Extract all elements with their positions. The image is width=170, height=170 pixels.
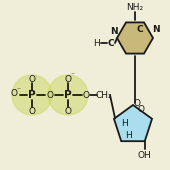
Text: O: O xyxy=(11,89,18,98)
Text: O: O xyxy=(29,106,36,115)
Text: O: O xyxy=(47,90,54,99)
Text: OH: OH xyxy=(138,151,152,160)
Text: CH₂: CH₂ xyxy=(96,90,112,99)
Text: O: O xyxy=(64,74,72,83)
Polygon shape xyxy=(117,22,153,54)
Text: O: O xyxy=(29,74,36,83)
Circle shape xyxy=(12,75,52,115)
Polygon shape xyxy=(114,105,152,141)
Text: ⁻: ⁻ xyxy=(70,71,74,80)
Text: O: O xyxy=(82,90,89,99)
Circle shape xyxy=(48,75,88,115)
Text: H: H xyxy=(122,118,128,128)
Text: C: C xyxy=(108,38,114,47)
Text: O: O xyxy=(133,98,140,107)
Text: P: P xyxy=(28,90,36,100)
Text: C: C xyxy=(137,26,143,35)
Text: N: N xyxy=(152,24,159,33)
Text: H: H xyxy=(125,132,131,140)
Text: P: P xyxy=(64,90,72,100)
Text: N: N xyxy=(111,27,118,36)
Text: O: O xyxy=(138,105,144,114)
Text: H: H xyxy=(94,38,100,47)
Text: O: O xyxy=(64,106,72,115)
Text: NH₂: NH₂ xyxy=(126,3,143,12)
Text: ⁻: ⁻ xyxy=(16,86,20,95)
